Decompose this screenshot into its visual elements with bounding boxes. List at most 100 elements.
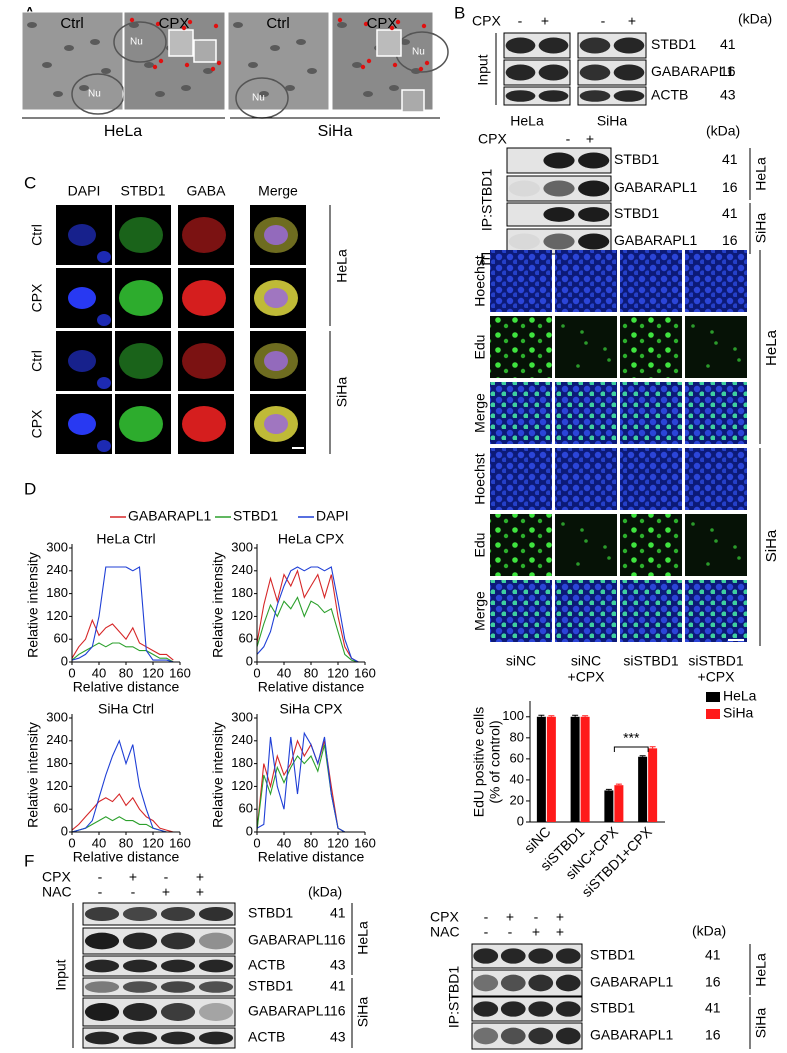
kda-value: 43	[330, 1029, 346, 1045]
band	[84, 906, 120, 922]
protein-label: STBD1	[248, 978, 293, 994]
group-label: HeLa	[334, 249, 350, 283]
y-tick-label: 180	[231, 585, 253, 600]
intensity-line	[256, 731, 346, 833]
microscopy-image	[555, 514, 617, 576]
legend-swatch	[706, 692, 720, 702]
sign: +	[628, 13, 636, 29]
y-tick-label: 120	[46, 608, 68, 623]
y-tick-label: 0	[61, 823, 68, 838]
microscopy-image	[490, 448, 552, 510]
sign: +	[586, 131, 594, 147]
protein-label: STBD1	[614, 205, 659, 221]
x-tick-label: 0	[68, 665, 75, 680]
row-label: Merge	[472, 591, 488, 631]
group-label: HeLa	[753, 157, 769, 191]
band	[528, 974, 554, 992]
edu-cell	[691, 522, 695, 526]
kda-value: 41	[705, 1000, 721, 1016]
kda-value: 16	[330, 1003, 346, 1019]
kda-value: 16	[330, 932, 346, 948]
y-tick-label: 120	[231, 778, 253, 793]
column-label: +CPX	[698, 669, 736, 685]
error-bar	[649, 746, 656, 749]
bar	[604, 790, 614, 822]
row-label: Edu	[472, 533, 488, 558]
band	[198, 932, 234, 950]
side-label: IP:STBD1	[446, 966, 462, 1028]
band	[198, 959, 234, 973]
image-label: CPX	[159, 15, 190, 32]
group-label: SiHa	[355, 997, 371, 1028]
y-tick-label: 40	[510, 771, 524, 786]
group-label: HeLa	[753, 953, 769, 987]
x-tick-label: 40	[92, 665, 106, 680]
edu-cell	[691, 324, 695, 328]
organelle	[285, 85, 295, 91]
band	[198, 906, 234, 922]
band	[84, 932, 120, 950]
band	[160, 981, 196, 993]
band	[473, 948, 499, 964]
y-tick-label: 240	[46, 732, 68, 747]
group-label: SiHa	[753, 1008, 769, 1039]
band	[578, 152, 610, 169]
band	[528, 1027, 554, 1045]
sign: -	[98, 869, 103, 885]
legend-label: STBD1	[233, 508, 278, 524]
cell	[97, 251, 111, 263]
edu-cell	[603, 347, 607, 351]
band	[613, 64, 645, 81]
column-label: siNC	[571, 653, 601, 669]
band	[555, 974, 581, 992]
protein-label: STBD1	[651, 36, 696, 52]
organelle	[337, 22, 347, 28]
band	[528, 948, 554, 964]
band	[160, 1031, 196, 1045]
red-marker	[213, 23, 219, 29]
legend-label: SiHa	[723, 705, 754, 721]
band	[543, 180, 575, 197]
error-bar	[639, 755, 646, 757]
cell	[182, 280, 226, 316]
side-label: Input	[475, 54, 491, 85]
bar	[638, 756, 648, 822]
x-tick-label: 120	[142, 665, 164, 680]
edu-cell	[706, 364, 710, 368]
band	[578, 180, 610, 197]
x-axis-label: Relative distance	[258, 849, 365, 865]
organelle	[307, 68, 317, 74]
microscopy-image	[555, 382, 617, 444]
y-axis-label: Relative intensity	[210, 722, 226, 828]
nucleus	[264, 351, 288, 371]
organelle	[181, 85, 191, 91]
nucleus	[113, 21, 167, 63]
band	[505, 90, 536, 102]
y-tick-label: 180	[231, 755, 253, 770]
band	[84, 959, 120, 973]
nucleus	[264, 288, 288, 308]
microscopy-image	[620, 382, 682, 444]
cell	[97, 440, 111, 452]
x-axis-label: Relative distance	[258, 679, 365, 695]
edu-cell	[580, 528, 584, 532]
chart-title: SiHa CPX	[279, 701, 343, 717]
protein-label: ACTB	[651, 87, 688, 103]
panel-letter: E	[480, 249, 491, 268]
microscopy-image	[685, 514, 747, 576]
band	[555, 948, 581, 964]
side-label: IP:STBD1	[479, 169, 495, 231]
edu-cell	[576, 364, 580, 368]
column-label: Merge	[258, 183, 298, 199]
y-tick-label: 0	[246, 653, 253, 668]
treatment-label: CPX	[472, 13, 501, 29]
y-tick-label: 240	[231, 732, 253, 747]
column-label: siSTBD1	[623, 653, 678, 669]
group-label: HeLa	[510, 113, 544, 129]
error-bar	[582, 715, 589, 717]
x-tick-label: 120	[327, 665, 349, 680]
edu-cell	[737, 556, 741, 560]
row-label: CPX	[29, 409, 45, 438]
y-tick-label: 120	[46, 778, 68, 793]
intensity-line	[256, 596, 359, 663]
